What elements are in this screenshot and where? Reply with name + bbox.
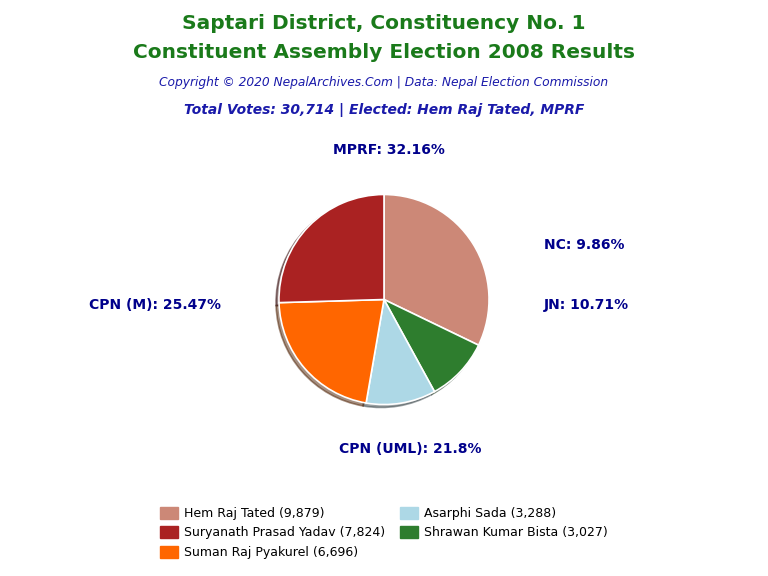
Text: Saptari District, Constituency No. 1: Saptari District, Constituency No. 1 (182, 14, 586, 33)
Text: Copyright © 2020 NepalArchives.Com | Data: Nepal Election Commission: Copyright © 2020 NepalArchives.Com | Dat… (160, 76, 608, 89)
Legend: Hem Raj Tated (9,879), Suryanath Prasad Yadav (7,824), Suman Raj Pyakurel (6,696: Hem Raj Tated (9,879), Suryanath Prasad … (155, 502, 613, 564)
Wedge shape (279, 195, 384, 302)
Wedge shape (384, 300, 478, 392)
Text: MPRF: 32.16%: MPRF: 32.16% (333, 143, 445, 157)
Text: CPN (M): 25.47%: CPN (M): 25.47% (89, 298, 221, 312)
Text: Constituent Assembly Election 2008 Results: Constituent Assembly Election 2008 Resul… (133, 43, 635, 62)
Text: Total Votes: 30,714 | Elected: Hem Raj Tated, MPRF: Total Votes: 30,714 | Elected: Hem Raj T… (184, 103, 584, 116)
Wedge shape (279, 300, 384, 403)
Text: NC: 9.86%: NC: 9.86% (544, 238, 624, 252)
Text: JN: 10.71%: JN: 10.71% (544, 298, 629, 312)
Wedge shape (384, 195, 489, 345)
Wedge shape (366, 300, 435, 404)
Text: CPN (UML): 21.8%: CPN (UML): 21.8% (339, 442, 482, 456)
